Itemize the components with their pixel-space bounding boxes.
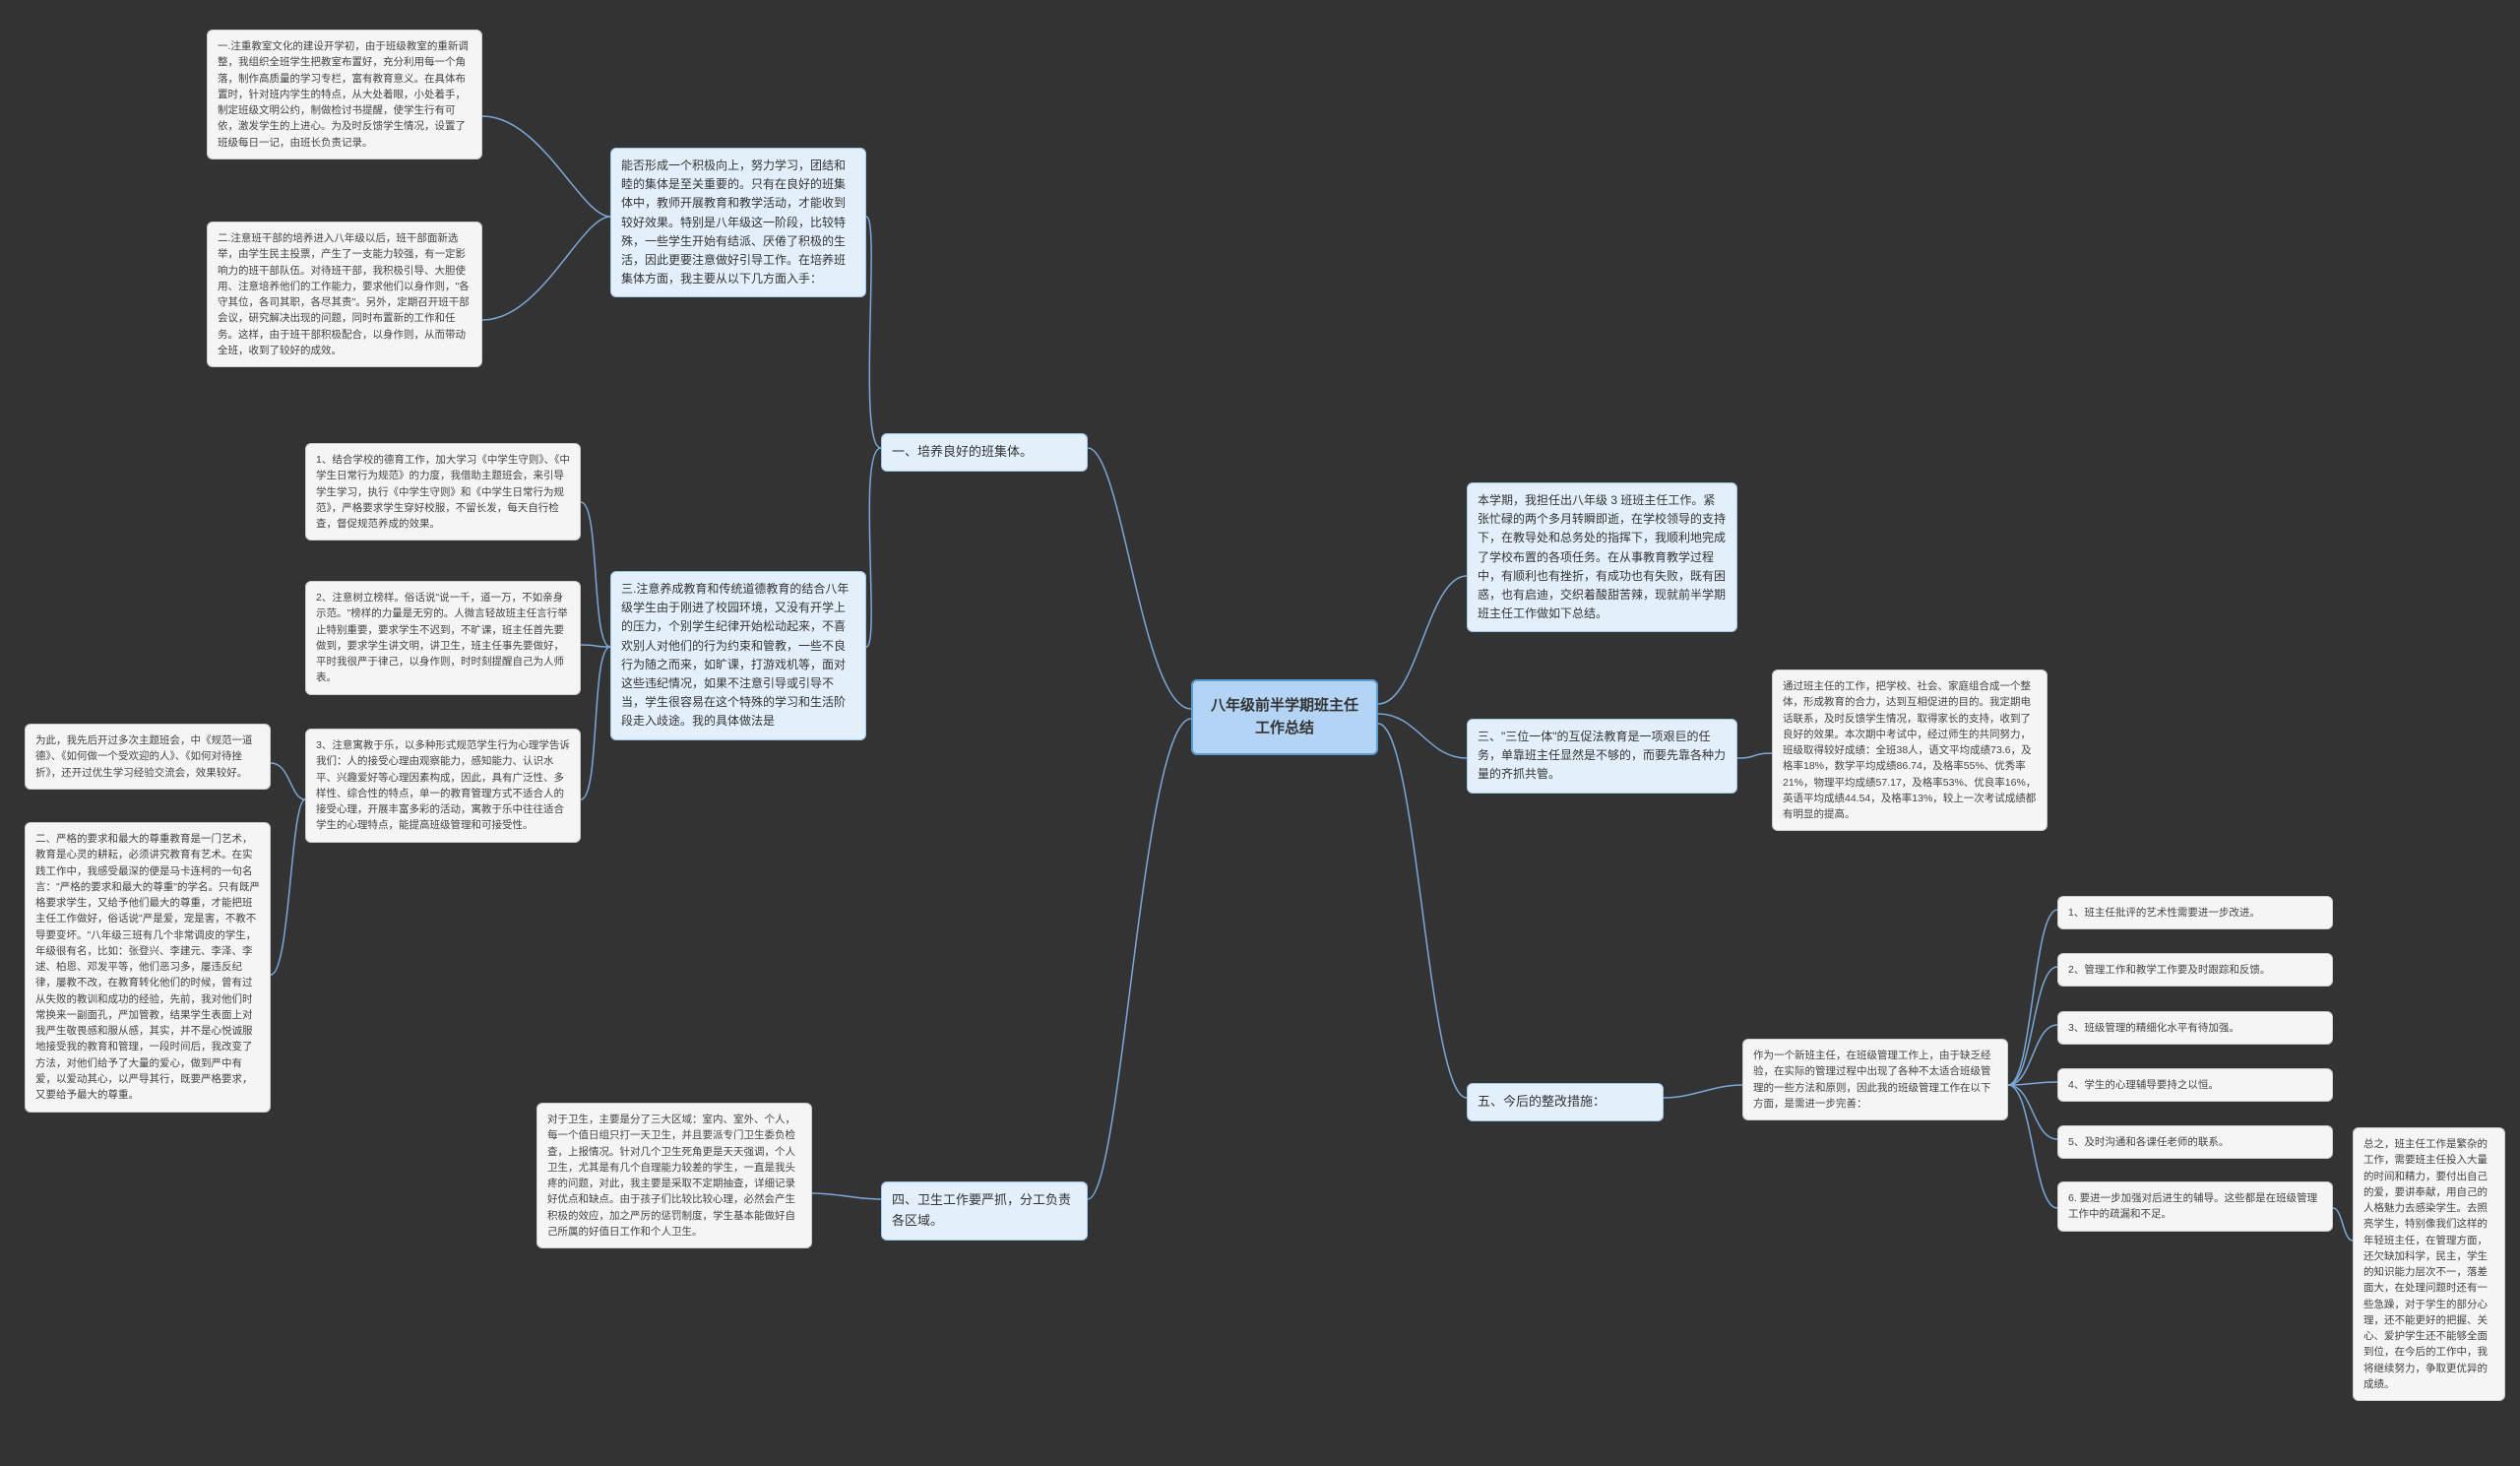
branch-4-title[interactable]: 四、卫生工作要严抓，分工负责各区域。 [881,1181,1088,1241]
branch-3-child-1: 通过班主任的工作，把学校、社会、家庭组合成一个整体，形成教育的合力，达到互相促进… [1772,669,2048,831]
branch-5-child-1-b: 2、管理工作和教学工作要及时跟踪和反馈。 [2057,953,2333,987]
branch-5-child-1-e: 5、及时沟通和各课任老师的联系。 [2057,1125,2333,1159]
branch-1-child-2-c-1: 为此，我先后开过多次主题班会，中《规范一道德》、《如何做一个受欢迎的人》、《如何… [25,724,271,790]
branch-1-child-2-c: 3、注意寓教于乐，以多种形式规范学生行为心理学告诉我们：人的接受心理由观察能力，… [305,729,581,843]
branch-3[interactable]: 三、"三位一体"的互促法教育是一项艰巨的任务，单靠班主任显然是不够的，而要先靠各… [1467,719,1737,794]
branch-1-child-2-a: 1、结合学校的德育工作，加大学习《中学生守则》、《中学生日常行为规范》的力度，我… [305,443,581,541]
branch-4-child-1: 对于卫生，主要是分了三大区域：室内、室外、个人，每一个值日组只打一天卫生，并且要… [536,1103,812,1248]
branch-5-title[interactable]: 五、今后的整改措施： [1467,1083,1664,1121]
branch-5-child-1-c: 3、班级管理的精细化水平有待加强。 [2057,1011,2333,1045]
branch-1-child-2-b: 2、注意树立榜样。俗话说"说一千，道一万，不如亲身示范。"榜样的力量是无穷的。人… [305,581,581,695]
branch-1-title[interactable]: 一、培养良好的班集体。 [881,433,1088,472]
branch-1-child-1[interactable]: 能否形成一个积极向上，努力学习，团结和睦的集体是至关重要的。只有在良好的班集体中… [610,148,866,297]
branch-1-child-2[interactable]: 三.注意养成教育和传统道德教育的结合八年级学生由于刚进了校园环境，又没有开学上的… [610,571,866,740]
branch-2[interactable]: 本学期，我担任出八年级 3 班班主任工作。紧张忙碌的两个多月转瞬即逝，在学校领导… [1467,482,1737,632]
branch-5-child-1: 作为一个新班主任，在班级管理工作上，由于缺乏经验，在实际的管理过程中出现了各种不… [1742,1039,2008,1120]
branch-5-child-1-a: 1、班主任批评的艺术性需要进一步改进。 [2057,896,2333,929]
center-node[interactable]: 八年级前半学期班主任工作总结 [1191,679,1378,755]
branch-1-child-2-c-2: 二、严格的要求和最大的尊重教育是一门艺术，教育是心灵的耕耘，必须讲究教育有艺术。… [25,822,271,1113]
branch-1-child-1-b: 二.注意班干部的培养进入八年级以后，班干部面新选举，由学生民主投票，产生了一支能… [207,222,482,367]
branch-5-child-1-f: 6. 要进一步加强对后进生的辅导。这些都是在班级管理工作中的疏漏和不足。 [2057,1181,2333,1232]
branch-1-child-1-a: 一.注重教室文化的建设开学初，由于班级教室的重新调整，我组织全班学生把教室布置好… [207,30,482,159]
branch-5-child-1-f-1: 总之，班主任工作是繁杂的工作，需要班主任投入大量的时间和精力，要付出自己的爱，要… [2353,1127,2505,1401]
branch-5-child-1-d: 4、学生的心理辅导要持之以恒。 [2057,1068,2333,1102]
